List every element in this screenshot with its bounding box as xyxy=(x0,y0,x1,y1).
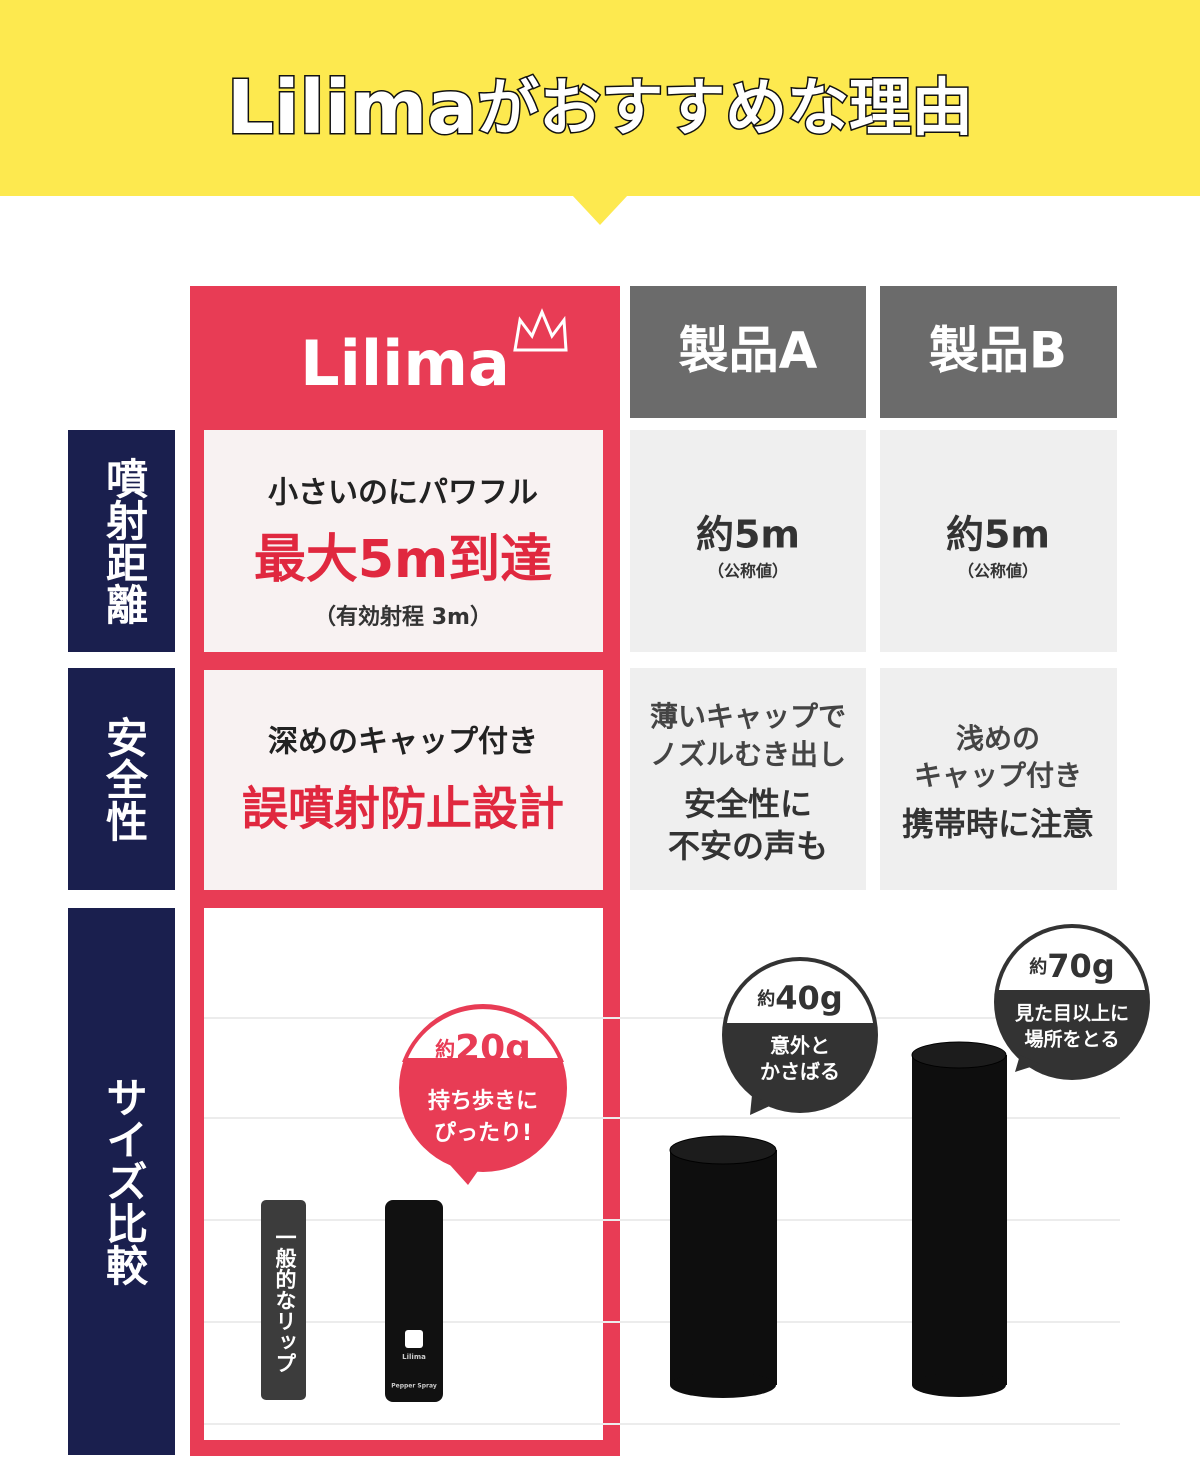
cylinder-bottom xyxy=(670,1372,776,1398)
cell xyxy=(630,668,866,890)
main-text: 携帯時に注意 xyxy=(902,805,1094,843)
cell xyxy=(630,430,866,652)
value: 約5m xyxy=(696,513,800,557)
weight: 約20g xyxy=(435,1028,531,1069)
header-pointer xyxy=(572,195,628,225)
text: 浅めの xyxy=(956,722,1040,755)
bottle-brand: Lilima xyxy=(402,1353,426,1361)
row-label-bg xyxy=(68,668,175,890)
cell xyxy=(204,670,603,890)
row-label-bg xyxy=(68,908,175,1455)
crown-icon xyxy=(513,308,568,352)
bubble-tail xyxy=(1015,1055,1040,1072)
header-band xyxy=(0,0,1200,196)
cylinder-bottom xyxy=(912,1373,1006,1397)
cylinder xyxy=(912,1055,1007,1385)
bubble-top xyxy=(998,928,1146,990)
note: （公称値） xyxy=(958,562,1038,581)
catch: 深めのキャップ付き xyxy=(268,725,538,760)
value: 約5m xyxy=(946,513,1050,557)
main-text: 誤噴射防止設計 xyxy=(242,782,564,836)
text: 薄いキャップで xyxy=(650,700,846,733)
cell xyxy=(204,430,603,652)
main-text: 最大5m到達 xyxy=(254,530,552,590)
bubble-text: 持ち歩きに xyxy=(428,1089,538,1114)
bubble-text: 場所をとる xyxy=(1024,1029,1119,1051)
text: ノズルむき出し xyxy=(650,738,846,771)
catch: 小さいのにパワフル xyxy=(268,476,538,511)
column-header-bg xyxy=(630,286,866,418)
row-label: 噴射距離 xyxy=(100,457,149,625)
row-label: 安全性 xyxy=(100,716,149,842)
cylinder xyxy=(670,1150,777,1385)
column-header: 製品B xyxy=(929,322,1067,380)
note: （有効射程 3m） xyxy=(314,604,492,630)
weight: 約70g xyxy=(1029,947,1114,985)
row-label-bg xyxy=(68,430,175,652)
lipstick xyxy=(261,1200,306,1400)
bubble-text: 意外と xyxy=(770,1034,830,1058)
text: キャップ付き xyxy=(914,759,1082,792)
bubble-text: 見た目以上に xyxy=(1015,1003,1129,1025)
column-header: Lilima xyxy=(300,327,510,400)
bottle xyxy=(385,1200,443,1402)
bubble-text: ぴったり! xyxy=(434,1121,532,1146)
cell xyxy=(880,430,1117,652)
cylinder-top xyxy=(911,1041,1007,1069)
weight: 約40g xyxy=(757,979,842,1017)
bubble-tail xyxy=(450,1165,480,1185)
cell xyxy=(880,668,1117,890)
cylinder-top xyxy=(669,1135,777,1165)
main-text: 安全性に xyxy=(684,785,812,823)
header-title: Lilimaがおすすめな理由 xyxy=(227,65,973,151)
note: （公称値） xyxy=(708,562,788,581)
bottle-logo xyxy=(405,1330,423,1348)
bubble-top xyxy=(402,1005,564,1062)
column-header-bg xyxy=(880,286,1117,418)
bottle-label: Pepper Spray xyxy=(391,1383,437,1390)
column-header: 製品A xyxy=(679,322,818,380)
bubble-tail xyxy=(750,1095,772,1115)
row-label: サイズ比較 xyxy=(100,1076,149,1286)
lipstick-label: 一般的なリップ xyxy=(273,1227,297,1374)
main-text: 不安の声も xyxy=(668,827,828,865)
bubble-text: かさばる xyxy=(760,1060,840,1084)
bubble-top xyxy=(726,961,874,1023)
